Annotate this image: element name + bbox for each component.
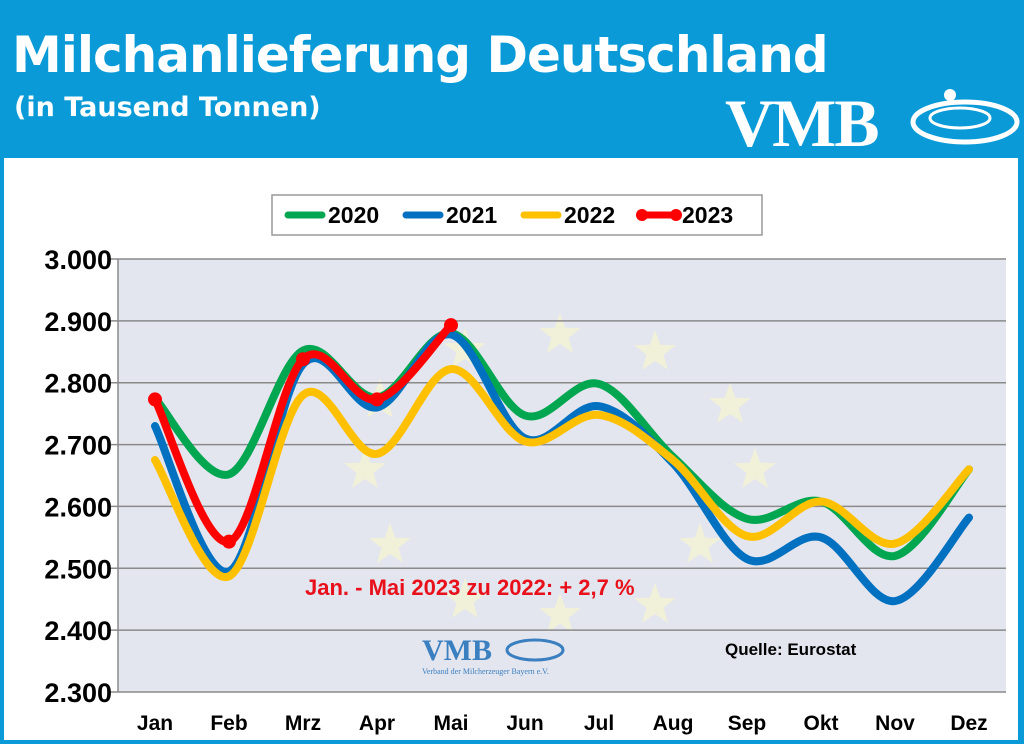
data-point-2023 xyxy=(296,352,310,367)
series-line-2023 xyxy=(151,321,455,546)
data-point-2023 xyxy=(370,392,384,407)
x-tick-label: Nov xyxy=(875,712,915,735)
header-banner: Milchanlieferung Deutschland (in Tausend… xyxy=(0,0,1024,161)
x-tick-label: Aug xyxy=(653,712,694,735)
x-tick-label: Okt xyxy=(803,712,838,735)
eu-star-icon xyxy=(344,448,386,488)
legend-label-2022: 2022 xyxy=(564,202,615,228)
x-tick-label: Jan xyxy=(137,712,173,735)
eu-star-icon xyxy=(539,313,581,353)
watermark-logo: VMB xyxy=(422,634,492,667)
data-point-2023 xyxy=(444,318,458,333)
source-note: Quelle: Eurostat xyxy=(725,640,857,659)
y-tick-label: 2.700 xyxy=(44,431,112,461)
page-title: Milchanlieferung Deutschland xyxy=(12,26,829,84)
watermark-swirl-icon xyxy=(505,638,565,662)
watermark-caption: Verband der Milcherzeuger Bayern e.V. xyxy=(422,667,549,676)
y-tick-label: 2.300 xyxy=(44,678,112,708)
data-point-2023 xyxy=(222,534,236,549)
legend-marker xyxy=(670,209,682,221)
eu-star-icon xyxy=(709,383,751,423)
y-tick-label: 2.400 xyxy=(44,616,112,646)
x-tick-label: Mai xyxy=(433,712,468,735)
eu-star-icon xyxy=(734,448,776,488)
y-tick-label: 3.000 xyxy=(44,245,112,275)
x-tick-label: Dez xyxy=(950,712,987,735)
x-tick-label: Jun xyxy=(506,712,543,735)
legend-label-2023: 2023 xyxy=(682,202,733,228)
data-point-2023 xyxy=(148,392,162,407)
eu-star-icon xyxy=(539,593,581,633)
eu-star-icon xyxy=(444,578,486,618)
x-tick-label: Feb xyxy=(210,712,247,735)
vmb-logo: VMB xyxy=(725,85,880,161)
change-annotation: Jan. - Mai 2023 zu 2022: + 2,7 % xyxy=(305,575,635,600)
y-tick-label: 2.900 xyxy=(44,307,112,337)
x-tick-label: Mrz xyxy=(285,712,321,735)
series-line-2022 xyxy=(151,365,973,581)
vmb-swirl-icon xyxy=(910,89,1020,145)
x-tick-label: Apr xyxy=(359,712,395,735)
legend-label-2020: 2020 xyxy=(328,202,379,228)
y-tick-label: 2.600 xyxy=(44,492,112,522)
y-tick-label: 2.500 xyxy=(44,554,112,584)
eu-star-icon xyxy=(634,583,676,623)
legend-label-2021: 2021 xyxy=(446,202,497,228)
x-tick-label: Sep xyxy=(728,712,767,735)
eu-star-icon xyxy=(679,523,721,563)
eu-star-icon xyxy=(369,523,411,563)
y-tick-label: 2.800 xyxy=(44,369,112,399)
legend-marker xyxy=(636,209,648,221)
page-subtitle: (in Tausend Tonnen) xyxy=(14,92,321,123)
x-tick-label: Jul xyxy=(584,712,614,735)
eu-star-icon xyxy=(634,330,676,370)
